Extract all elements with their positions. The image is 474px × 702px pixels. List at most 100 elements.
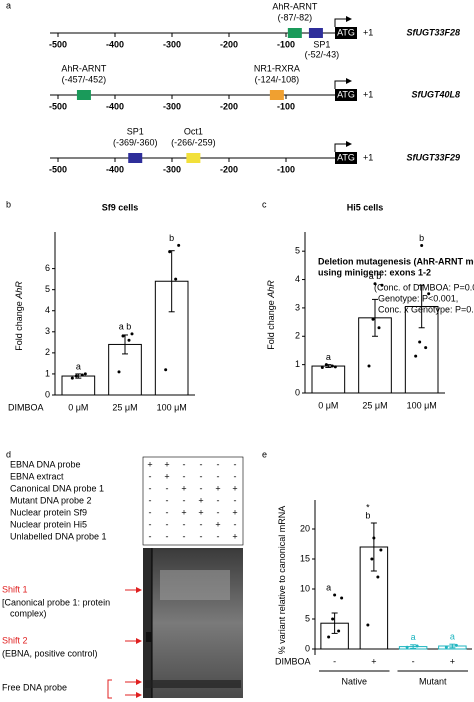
row-label: EBNA DNA probe [10, 459, 81, 469]
shift-note: [Canonical probe 1: protein [2, 597, 110, 607]
significance-letter: a b [119, 321, 132, 331]
gel-band [160, 570, 230, 600]
data-point [83, 372, 87, 376]
motif-range: (-266/-259) [171, 137, 216, 147]
tick-label: -300 [163, 39, 181, 49]
data-point [377, 326, 381, 330]
bar [311, 365, 346, 394]
cell: - [166, 531, 169, 541]
motif-box [128, 153, 143, 163]
y-tick-label: 0 [305, 643, 310, 653]
cell: + [181, 483, 186, 493]
tick-label: -100 [277, 101, 295, 111]
data-point [324, 363, 328, 367]
tick-label: -100 [277, 39, 295, 49]
data-point [333, 593, 337, 597]
tick-label: -200 [220, 164, 238, 174]
cell: - [166, 483, 169, 493]
motif-box [76, 90, 91, 100]
cell: - [217, 531, 220, 541]
group-label: Native [341, 676, 367, 686]
tick-label: -400 [106, 164, 124, 174]
atg-label: ATG [337, 89, 355, 99]
panel-label: e [262, 449, 267, 459]
data-point [418, 340, 422, 344]
y-tick-label: 6 [45, 263, 50, 273]
motif-range: (-124/-108) [255, 74, 300, 84]
y-tick-label: 2 [295, 331, 300, 341]
significance-letter: a [450, 632, 455, 642]
data-point [74, 374, 78, 378]
tss-label: +1 [363, 89, 373, 99]
data-point [174, 277, 178, 281]
cell: - [149, 507, 152, 517]
tss-label: +1 [363, 27, 373, 37]
tss-arrow [334, 141, 352, 152]
x-tick-label: + [450, 656, 455, 666]
data-point [327, 635, 331, 639]
motif-name: SP1 [127, 126, 144, 136]
data-point [164, 368, 168, 372]
data-point [371, 317, 375, 321]
cell: - [234, 471, 237, 481]
tick-label: -500 [49, 164, 67, 174]
y-tick-label: 4 [45, 305, 50, 315]
bar [61, 375, 96, 396]
significance-letter: b [169, 233, 174, 243]
x-tick-label: - [412, 656, 415, 666]
data-point [320, 365, 324, 369]
y-tick-label: 0 [295, 387, 300, 397]
cell: - [200, 483, 203, 493]
y-axis-label-part: Fold change [266, 298, 276, 350]
data-point [372, 536, 376, 540]
motif-name: AhR-ARNT [61, 63, 107, 73]
atg-box [335, 89, 357, 101]
y-axis-label: % variant relative to canonical mRNA [277, 506, 287, 655]
cell: - [149, 495, 152, 505]
significance-letter: a [411, 632, 416, 642]
y-tick-label: 20 [300, 523, 310, 533]
stats-note: Genotype: P<0.001, [378, 293, 458, 303]
motif-name: AhR-ARNT [272, 1, 318, 11]
data-point [420, 244, 424, 248]
data-point [367, 364, 371, 368]
significance-letter: a [76, 361, 81, 371]
motif-name: Oct1 [184, 126, 203, 136]
tick-label: -300 [163, 164, 181, 174]
gel-band [145, 680, 241, 688]
panel-label: d [6, 449, 11, 459]
panel-label: b [6, 199, 11, 209]
motif-name: SP1 [313, 39, 330, 49]
x-axis-label: DIMBOA [8, 402, 44, 412]
motif-box [186, 153, 201, 163]
chart-title: Sf9 cells [102, 202, 139, 212]
significance-star: * [366, 502, 370, 512]
data-point [370, 557, 374, 561]
y-axis-label-part: AhR [266, 280, 276, 299]
data-point [330, 364, 334, 368]
x-tick-label: 25 μM [362, 400, 387, 410]
tick-label: -100 [277, 164, 295, 174]
motif-box [287, 28, 302, 38]
group-label: Mutant [419, 676, 447, 686]
cell: + [215, 483, 220, 493]
y-tick-label: 3 [45, 326, 50, 336]
cell: - [200, 471, 203, 481]
stats-note: (Conc. of DIMBOA: P=0.041, [374, 282, 474, 292]
atg-box [335, 152, 357, 164]
tick-label: -200 [220, 39, 238, 49]
cell: - [166, 507, 169, 517]
motif-range: (-52/-43) [305, 49, 340, 59]
y-tick-label: 15 [300, 553, 310, 563]
data-point [130, 332, 134, 336]
data-point [80, 373, 84, 377]
data-point [454, 643, 458, 647]
cell: + [147, 459, 152, 469]
row-label: Unlabelled DNA probe 1 [10, 531, 107, 541]
panel-label: c [262, 199, 267, 209]
significance-letter: a [326, 582, 331, 592]
significance-letter: a b [369, 271, 382, 281]
free-label: Free DNA probe [2, 682, 67, 692]
cell: - [183, 459, 186, 469]
